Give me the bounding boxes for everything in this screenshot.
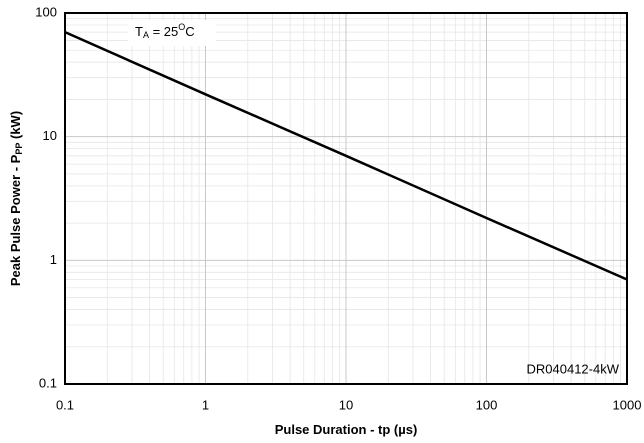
- annotation: TA = 25OC: [135, 22, 195, 40]
- plot-frame: [64, 12, 628, 385]
- x_label-part: Pulse Duration - tp (µs): [275, 422, 418, 437]
- annotation-part: O: [178, 22, 185, 32]
- data-line: [64, 31, 628, 281]
- x-tick-label: 0.1: [56, 397, 74, 412]
- y-tick-label: 1: [50, 252, 57, 267]
- y-tick-label: 100: [35, 4, 57, 19]
- x-tick-label: 10: [339, 397, 353, 412]
- y-tick-label: 0.1: [39, 375, 57, 390]
- annotation-part: T: [135, 24, 143, 39]
- y-tick-label: 10: [43, 128, 57, 143]
- y_label-part: Peak Pulse Power - P: [8, 154, 23, 286]
- annotation-part: = 25: [149, 24, 178, 39]
- x-tick-label: 1000: [613, 397, 642, 412]
- y-axis-label: Peak Pulse Power - PPP (kW): [8, 111, 24, 286]
- annotation-part: A: [143, 30, 149, 40]
- x-tick-label: 100: [476, 397, 498, 412]
- annotation-box: [128, 20, 216, 46]
- y_label-part: (kW): [8, 111, 23, 143]
- y_label-part: PP: [14, 143, 24, 155]
- note: DR040412-4kW: [527, 361, 620, 376]
- x-axis-label: Pulse Duration - tp (µs): [275, 422, 418, 437]
- annotation-part: C: [185, 24, 194, 39]
- x-tick-label: 1: [202, 397, 209, 412]
